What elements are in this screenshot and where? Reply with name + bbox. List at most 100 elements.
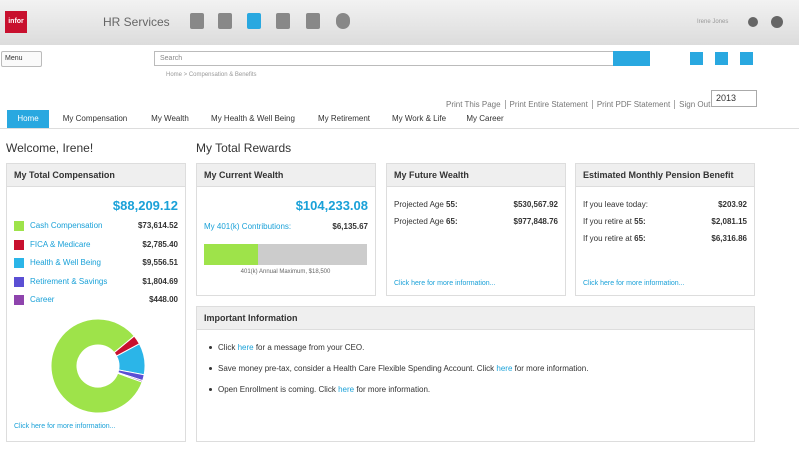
legend-label: Cash Compensation xyxy=(30,221,103,231)
legend-row: FICA & Medicare $2,785.40 xyxy=(14,239,178,250)
future-wealth-panel: My Future Wealth Click here for more inf… xyxy=(386,163,566,296)
item-text: Click xyxy=(218,343,236,352)
tab[interactable]: My Compensation xyxy=(62,114,128,123)
item-text: for more information. xyxy=(356,385,431,394)
progress-fill xyxy=(204,244,259,265)
tab[interactable]: My Retirement xyxy=(317,114,370,123)
legend-value: $448.00 xyxy=(149,295,178,304)
item-text: for a message from your CEO. xyxy=(255,343,365,352)
message-button[interactable] xyxy=(740,52,753,65)
icon[interactable] xyxy=(190,13,204,29)
legend-row: Health & Well Being $9,556.51 xyxy=(14,258,178,268)
action-link[interactable]: Print This Page xyxy=(446,100,501,109)
legend-swatch xyxy=(14,239,24,250)
legend-label: Health & Well Being xyxy=(30,258,101,268)
row-label-bold: 65: xyxy=(446,217,458,226)
year-select[interactable]: 2013 xyxy=(711,90,757,107)
welcome: Welcome, Irene! xyxy=(6,141,94,155)
row-label: If you retire at xyxy=(583,234,632,243)
app-title: HR Services xyxy=(103,15,170,29)
tab[interactable]: My Career xyxy=(466,114,504,123)
search-button[interactable] xyxy=(613,51,650,66)
row-label: Projected Age xyxy=(394,217,444,226)
item-text: Save money pre-tax, consider a Health Ca… xyxy=(218,364,495,373)
item-text: for more information. xyxy=(514,364,589,373)
logo[interactable]: infor xyxy=(5,11,27,33)
row-value: $2,081.15 xyxy=(711,217,747,226)
row-label-bold: 65: xyxy=(634,234,646,243)
item-link[interactable]: here xyxy=(496,364,513,373)
donut-slice xyxy=(117,371,144,383)
tab[interactable]: Home xyxy=(7,110,49,128)
legend-row: Career $448.00 xyxy=(14,295,178,305)
total: $88,209.12 xyxy=(112,198,178,213)
info-item: Save money pre-tax, consider a Health Ca… xyxy=(209,364,747,373)
search-box[interactable]: Search xyxy=(154,51,619,66)
action-link[interactable]: Print Entire Statement xyxy=(504,100,592,109)
more-link[interactable]: Click here for more information... xyxy=(394,280,496,287)
icon[interactable] xyxy=(247,13,261,29)
info-row: If you retire at 65: $6,316.86 xyxy=(583,234,747,243)
tab[interactable]: My Work & Life xyxy=(391,114,447,123)
donut-slice xyxy=(50,318,143,414)
row-value: $530,567.92 xyxy=(513,200,559,209)
more-link[interactable]: Click here for more information... xyxy=(583,280,685,287)
row-value: $203.92 xyxy=(718,200,747,209)
legend-row: Cash Compensation $73,614.52 xyxy=(14,221,178,231)
breadcrumb: Home > Compensation & Benefits xyxy=(166,72,257,78)
info-row: Projected Age 55: $530,567.92 xyxy=(394,200,558,209)
menu-button[interactable]: Menu xyxy=(1,51,42,67)
important-info-panel: Important Information Click here for a m… xyxy=(196,306,755,442)
legend-value: $1,804.69 xyxy=(142,276,178,286)
icon[interactable] xyxy=(218,13,232,29)
info-item: Click here for a message from your CEO. xyxy=(209,343,747,352)
legend-value: $73,614.52 xyxy=(137,221,178,230)
panel-title: My Current Wealth xyxy=(197,164,375,187)
document-button[interactable] xyxy=(715,52,728,65)
item-text: Open Enrollment is coming. Click xyxy=(218,385,336,394)
contribution-label[interactable]: My 401(k) Contributions: xyxy=(204,222,292,231)
legend-label: Retirement & Savings xyxy=(30,276,108,286)
legend-swatch xyxy=(14,258,24,268)
icon[interactable] xyxy=(276,13,290,29)
panel-title: Estimated Monthly Pension Benefit xyxy=(576,164,754,187)
progress-annotation: 401(k) Annual Maximum, $18,500 xyxy=(240,269,331,275)
row-value: $6,316.86 xyxy=(711,234,747,243)
row-label-bold: 55: xyxy=(634,217,646,226)
bullet xyxy=(209,346,212,350)
info-row: If you retire at 55: $2,081.15 xyxy=(583,217,747,226)
legend-value: $2,785.40 xyxy=(142,239,178,249)
icon[interactable] xyxy=(306,13,320,29)
legend-swatch xyxy=(14,276,24,287)
donut-chart xyxy=(50,318,146,414)
tab[interactable]: My Health & Well Being xyxy=(211,114,295,123)
favorite-button[interactable] xyxy=(690,52,703,65)
section-title: My Total Rewards xyxy=(196,141,292,155)
more-link[interactable]: Click here for more information... xyxy=(14,423,116,430)
legend-row: Retirement & Savings $1,804.69 xyxy=(14,276,178,287)
icon[interactable] xyxy=(336,13,350,29)
share-icon[interactable] xyxy=(748,17,758,27)
row-label: If you retire at xyxy=(583,217,632,226)
row-value: $977,848.76 xyxy=(513,217,559,226)
total: $104,233.08 xyxy=(295,198,368,213)
item-link[interactable]: here xyxy=(237,343,254,352)
action-link[interactable]: Print PDF Statement xyxy=(591,100,675,109)
action-links: Print This Page Print Entire Statement Pri… xyxy=(442,94,715,112)
settings-icon[interactable] xyxy=(771,16,783,28)
action-link[interactable]: Sign Out xyxy=(674,100,715,109)
tab-line xyxy=(0,128,799,129)
legend-value: $9,556.51 xyxy=(142,258,178,267)
contribution-value: $6,135.67 xyxy=(332,222,368,231)
legend-swatch xyxy=(14,221,24,231)
tab[interactable]: My Wealth xyxy=(151,114,189,123)
top-bar xyxy=(0,0,799,45)
info-row: Projected Age 65: $977,848.76 xyxy=(394,217,558,226)
pension-panel: Estimated Monthly Pension Benefit Click … xyxy=(575,163,755,296)
current-wealth-panel: My Current Wealth $104,233.08 My 401(k) … xyxy=(196,163,376,296)
item-link[interactable]: here xyxy=(338,385,355,394)
user-name[interactable]: Irene Jones xyxy=(697,19,729,25)
legend-label: Career xyxy=(30,295,55,305)
info-item: Open Enrollment is coming. Click here fo… xyxy=(209,385,747,394)
